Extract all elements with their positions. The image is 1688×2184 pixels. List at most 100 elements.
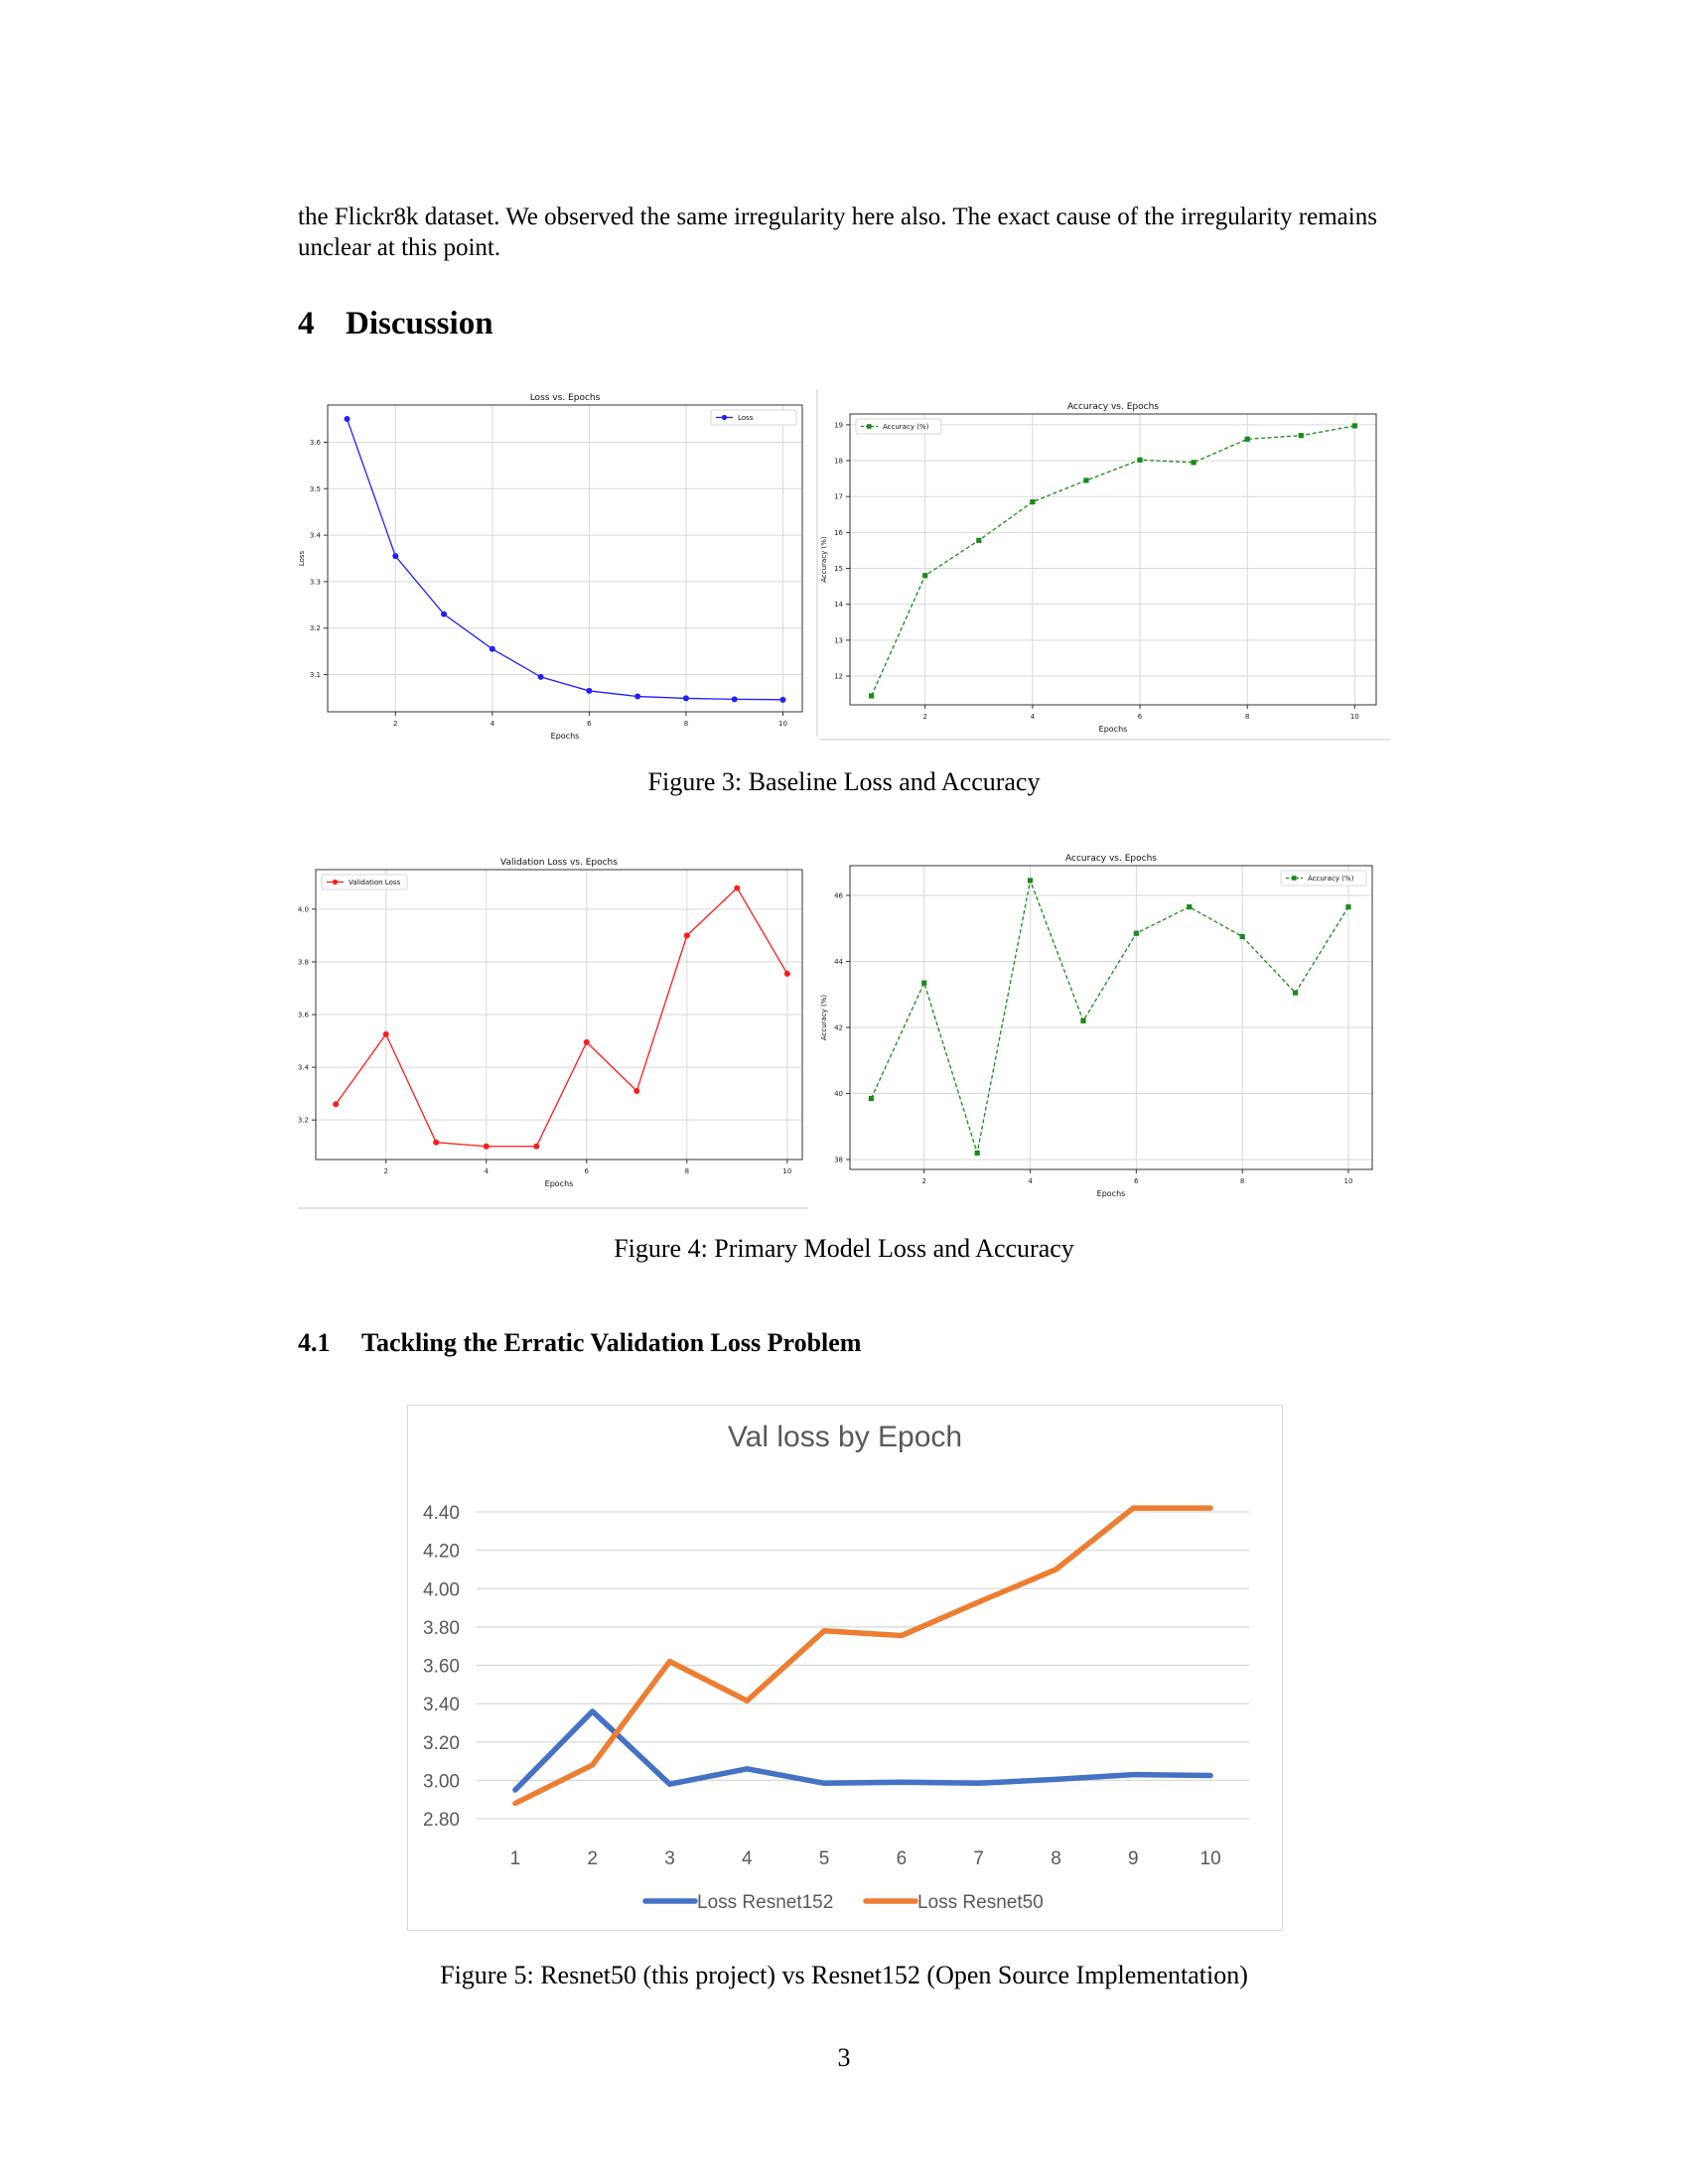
fig3-acc-xtick-label: 4	[1031, 713, 1036, 721]
fig3-loss-title: Loss vs. Epochs	[530, 393, 601, 403]
fig5-ytick-label: 2.80	[423, 1810, 460, 1831]
fig5-xtick-label: 6	[897, 1848, 908, 1869]
fig3-loss-point	[392, 553, 399, 560]
fig3-loss-ytick-label: 3.1	[310, 671, 321, 679]
fig4-acc-title: Accuracy vs. Epochs	[1065, 854, 1157, 864]
figure5-val-loss-chart: Val loss by Epoch 2.80 3.00 3.20 3.40 3.60 3.8…	[407, 1405, 1283, 1931]
fig5-xtick-label: 8	[1051, 1848, 1061, 1869]
fig4-acc-ylabel: Accuracy (%)	[820, 995, 828, 1041]
figure3-caption: Figure 3: Baseline Loss and Accuracy	[647, 767, 1041, 796]
fig3-acc-ytick-label: 13	[834, 636, 843, 644]
fig3-loss-point	[731, 696, 738, 703]
fig5-ytick-label: 3.00	[423, 1771, 460, 1792]
body-paragraph: the Flickr8k dataset. We observed the sa…	[298, 204, 1377, 261]
fig5-ytick-label: 3.40	[423, 1695, 460, 1715]
figure4-bottom-rule	[298, 1207, 808, 1209]
fig4-valloss-xtick-label: 8	[685, 1167, 689, 1175]
subsection-heading: 4.1 Tackling the Erratic Validation Loss …	[298, 1328, 861, 1358]
figure3-accuracy-chart: 2 4 6 8 10 12 13 14 15 16 17 18 19 Accuracy vs. Epoch…	[820, 402, 1377, 734]
fig3-loss-ytick-label: 3.2	[310, 624, 321, 632]
fig5-xtick-label: 9	[1128, 1848, 1139, 1869]
fig4-valloss-xtick-label: 2	[383, 1167, 387, 1175]
fig3-loss-plot-frame	[327, 404, 803, 713]
figure3-divider	[816, 389, 818, 737]
fig4-valloss-ytick-label: 4.0	[298, 905, 309, 913]
fig5-series-line-resnet152	[512, 1708, 1213, 1793]
fig4-valloss-point	[483, 1143, 490, 1150]
fig3-acc-point	[1191, 460, 1196, 466]
fig4-valloss-title: Validation Loss vs. Epochs	[500, 858, 618, 868]
fig3-acc-xlabel: Epochs	[1099, 725, 1128, 734]
fig4-valloss-point	[783, 970, 790, 977]
section-title: Discussion	[346, 306, 493, 341]
fig4-valloss-plot-frame	[315, 869, 803, 1160]
fig5-ytick-label: 3.60	[423, 1657, 460, 1678]
fig4-acc-legend-box	[1280, 870, 1367, 887]
fig4-acc-ytick-label: 38	[834, 1157, 843, 1164]
fig4-acc-point	[868, 1095, 874, 1102]
fig3-loss-xtick-label: 10	[778, 720, 787, 728]
fig4-acc-xtick-label: 8	[1240, 1177, 1244, 1185]
figure3-loss-chart: 2 4 6 8 10 3.1 3.2 3.3 3.4 3.5 3.6 Loss vs. Epochs E…	[298, 393, 803, 741]
fig5-xtick-label: 10	[1200, 1848, 1221, 1869]
fig4-valloss-legend-label: Validation Loss	[349, 879, 400, 887]
section-number: 4	[298, 306, 315, 341]
fig4-acc-point	[1080, 1018, 1086, 1024]
subsection-number: 4.1	[298, 1328, 331, 1357]
fig5-ytick-label: 3.20	[423, 1733, 460, 1754]
figure5-caption: Figure 5: Resnet50 (this project) vs Res…	[440, 1961, 1248, 1989]
fig5-xtick-label: 7	[973, 1848, 984, 1869]
fig4-acc-xtick-label: 10	[1344, 1177, 1353, 1185]
fig3-acc-plot-frame	[849, 413, 1377, 706]
fig3-loss-point	[779, 696, 786, 703]
fig3-loss-ytick-label: 3.5	[310, 485, 321, 493]
fig3-loss-xtick-label: 2	[393, 720, 397, 728]
fig4-acc-point	[1345, 903, 1351, 910]
fig4-valloss-point	[333, 1101, 340, 1108]
figure4-validation-loss-chart: 2 4 6 8 10 3.2 3.4 3.6 3.8 4.0 Validation Loss vs.…	[298, 858, 803, 1188]
fig3-acc-legend-label: Accuracy (%)	[883, 423, 929, 431]
fig3-loss-ytick-label: 3.4	[310, 532, 322, 540]
fig3-acc-point	[1030, 499, 1036, 505]
fig3-acc-xtick-label: 2	[922, 713, 926, 721]
fig5-xtick-label: 5	[819, 1848, 830, 1869]
fig4-acc-point	[921, 980, 927, 986]
fig3-loss-legend-marker	[721, 414, 728, 421]
fig4-valloss-point	[683, 932, 690, 939]
fig3-acc-point	[1244, 436, 1250, 442]
fig4-valloss-ytick-label: 3.6	[298, 1012, 310, 1020]
fig3-loss-point	[537, 673, 544, 680]
fig3-acc-title: Accuracy vs. Epochs	[1067, 402, 1159, 412]
fig4-acc-legend-marker	[1292, 876, 1297, 881]
fig5-title: Val loss by Epoch	[728, 1421, 962, 1453]
fig5-ytick-label: 4.00	[423, 1579, 460, 1600]
fig5-xtick-label: 2	[587, 1848, 598, 1869]
fig3-acc-ytick-label: 16	[834, 529, 843, 537]
fig3-acc-xtick-label: 10	[1350, 713, 1359, 721]
fig4-acc-point	[1027, 878, 1034, 884]
subsection-title: Tackling the Erratic Validation Loss Pro…	[361, 1328, 862, 1357]
fig4-valloss-point	[583, 1038, 590, 1045]
fig4-acc-point	[1239, 933, 1245, 940]
fig4-valloss-xtick-label: 10	[782, 1167, 791, 1175]
fig3-acc-ytick-label: 15	[834, 565, 843, 573]
fig4-valloss-xlabel: Epochs	[545, 1179, 574, 1188]
fig4-acc-series-line	[870, 878, 1349, 1154]
fig5-xtick-label: 3	[664, 1848, 675, 1869]
fig4-acc-point	[1187, 903, 1193, 910]
fig3-acc-ylabel: Accuracy (%)	[820, 536, 828, 583]
figure4-caption: Figure 4: Primary Model Loss and Accurac…	[614, 1234, 1074, 1263]
fig4-valloss-ytick-label: 3.2	[298, 1117, 309, 1125]
fig3-loss-series-line	[346, 418, 783, 701]
fig3-loss-point	[489, 645, 495, 652]
fig3-loss-legend-box	[710, 409, 797, 426]
fig3-loss-xlabel: Epochs	[551, 732, 580, 741]
fig4-acc-ytick-label: 46	[834, 891, 843, 899]
fig4-valloss-legend-marker	[332, 879, 339, 886]
fig3-acc-point	[1083, 478, 1089, 483]
fig3-loss-ytick-label: 3.3	[310, 578, 321, 586]
fig4-acc-xtick-label: 2	[922, 1177, 926, 1185]
fig4-acc-point	[974, 1150, 980, 1156]
fig5-xtick-label: 4	[742, 1848, 753, 1869]
